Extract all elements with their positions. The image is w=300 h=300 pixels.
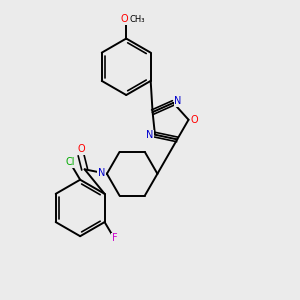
Text: O: O (77, 144, 85, 154)
Text: CH₃: CH₃ (130, 15, 145, 24)
Text: O: O (190, 115, 198, 125)
Text: N: N (146, 130, 153, 140)
Text: O: O (121, 14, 128, 24)
Text: F: F (112, 233, 117, 243)
Text: Cl: Cl (66, 158, 75, 167)
Text: N: N (174, 96, 182, 106)
Text: N: N (98, 168, 105, 178)
